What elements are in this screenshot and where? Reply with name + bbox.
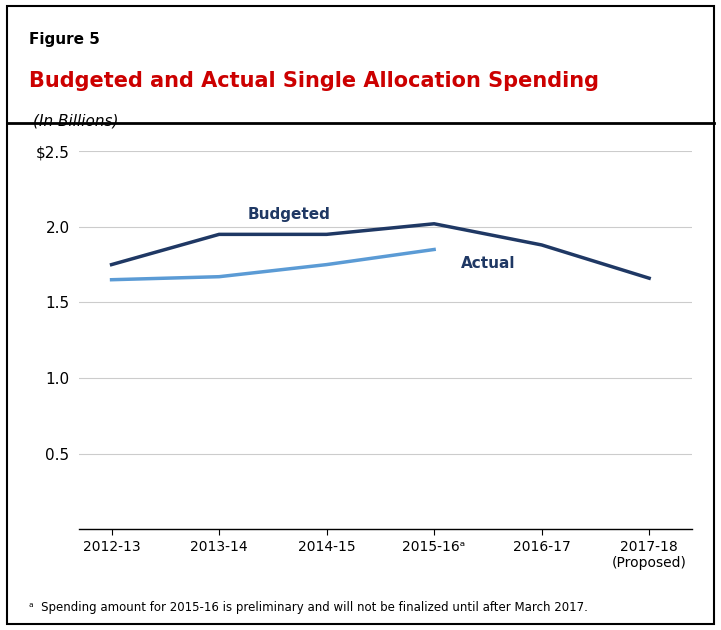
Text: Budgeted: Budgeted (247, 207, 330, 222)
Text: (In Billions): (In Billions) (33, 113, 119, 129)
Text: Figure 5: Figure 5 (29, 32, 99, 47)
FancyBboxPatch shape (7, 6, 714, 624)
Text: ᵃ  Spending amount for 2015-16 is preliminary and will not be finalized until af: ᵃ Spending amount for 2015-16 is prelimi… (29, 601, 588, 614)
Text: Actual: Actual (461, 256, 516, 270)
Text: Budgeted and Actual Single Allocation Spending: Budgeted and Actual Single Allocation Sp… (29, 71, 599, 91)
